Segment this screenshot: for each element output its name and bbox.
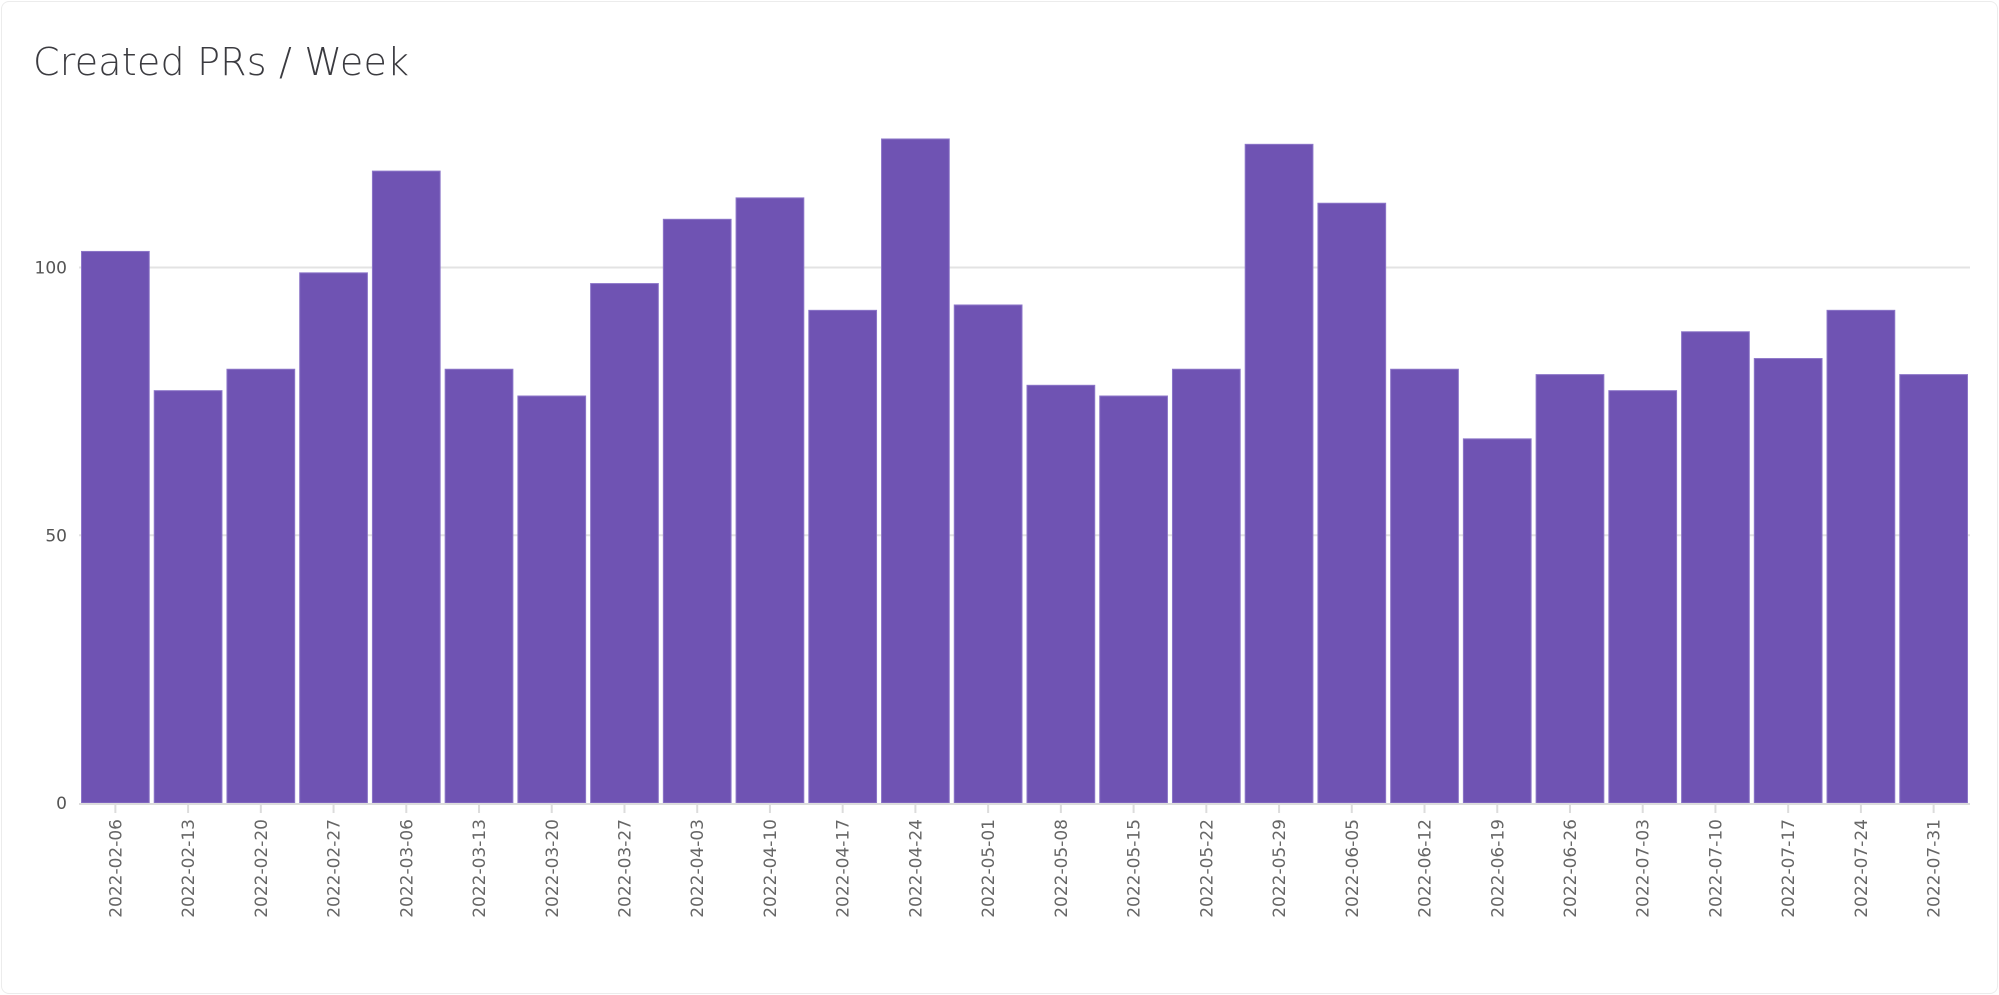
bar	[881, 138, 950, 804]
x-tick-label: 2022-07-10	[1706, 819, 1726, 918]
bar	[517, 395, 587, 804]
x-tick-label: 2022-06-12	[1416, 819, 1436, 918]
bar	[1681, 331, 1750, 804]
x-tick-label: 2022-05-01	[979, 819, 999, 918]
bar	[1244, 143, 1314, 804]
bar	[1753, 358, 1823, 804]
x-tick-label: 2022-03-13	[470, 819, 490, 918]
bar	[1535, 374, 1605, 804]
chart-title: Created PRs / Week	[33, 40, 410, 84]
bar	[299, 272, 368, 804]
x-tick-label: 2022-07-24	[1852, 819, 1872, 918]
bar	[81, 250, 150, 804]
bar	[444, 368, 514, 804]
bar	[953, 304, 1023, 804]
y-tick-label: 50	[45, 526, 67, 546]
bar	[590, 283, 659, 804]
x-tick-label: 2022-02-13	[179, 819, 199, 918]
bar	[1608, 390, 1678, 804]
x-tick-label: 2022-02-06	[106, 819, 126, 918]
x-tick-label: 2022-07-31	[1925, 819, 1945, 918]
bar	[1390, 368, 1459, 804]
bar	[371, 170, 441, 804]
y-tick-label: 100	[35, 259, 67, 279]
bar	[735, 197, 805, 804]
bar	[226, 368, 296, 804]
x-tick-label: 2022-04-24	[906, 819, 926, 918]
x-tick-label: 2022-02-27	[325, 819, 345, 918]
bar	[1317, 202, 1387, 804]
bar	[1826, 309, 1896, 804]
x-tick-label: 2022-03-27	[615, 819, 635, 918]
bar	[1026, 384, 1096, 804]
bar	[662, 218, 732, 804]
bar	[153, 390, 223, 804]
x-tick-label: 2022-06-26	[1561, 819, 1581, 918]
x-tick-label: 2022-06-05	[1343, 819, 1363, 918]
x-tick-label: 2022-07-03	[1634, 819, 1654, 918]
x-tick-label: 2022-07-17	[1779, 819, 1799, 918]
x-tick-label: 2022-02-20	[252, 819, 272, 918]
x-tick-label: 2022-03-20	[543, 819, 563, 918]
x-tick-label: 2022-04-03	[688, 819, 708, 918]
y-tick-label: 0	[56, 794, 67, 814]
x-tick-label: 2022-04-17	[834, 819, 854, 918]
x-tick-label: 2022-03-06	[397, 819, 417, 918]
bar	[1171, 368, 1241, 804]
x-tick-label: 2022-05-15	[1125, 819, 1145, 918]
bar	[1462, 438, 1532, 804]
bar	[808, 309, 878, 804]
x-tick-label: 2022-04-10	[761, 819, 781, 918]
bar	[1899, 374, 1969, 804]
bar	[1099, 395, 1168, 804]
x-tick-label: 2022-05-29	[1270, 819, 1290, 918]
x-tick-label: 2022-05-22	[1197, 819, 1217, 918]
x-tick-label: 2022-05-08	[1052, 819, 1072, 918]
x-tick-label: 2022-06-19	[1488, 819, 1508, 918]
